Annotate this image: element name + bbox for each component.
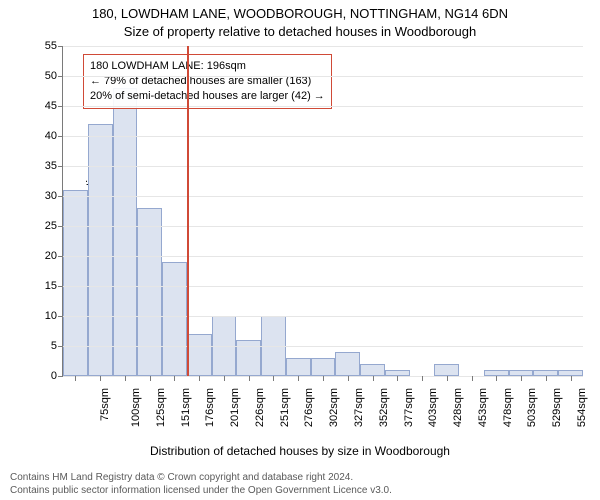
y-tick-label: 35 (45, 160, 57, 172)
y-tick-label: 25 (45, 220, 57, 232)
x-tick-mark (249, 376, 250, 381)
gridline (63, 226, 583, 227)
x-axis-label: Distribution of detached houses by size … (0, 444, 600, 458)
x-tick-mark (546, 376, 547, 381)
x-tick-label: 276sqm (304, 388, 316, 427)
x-tick-label: 554sqm (576, 388, 588, 427)
x-tick-label: 529sqm (551, 388, 563, 427)
x-tick-mark (273, 376, 274, 381)
x-tick-mark (472, 376, 473, 381)
x-tick-label: 327sqm (353, 388, 365, 427)
x-tick-label: 226sqm (254, 388, 266, 427)
x-tick-mark (348, 376, 349, 381)
x-tick-mark (150, 376, 151, 381)
gridline (63, 46, 583, 47)
gridline (63, 166, 583, 167)
histogram-bar (63, 190, 88, 376)
x-tick-label: 478sqm (502, 388, 514, 427)
y-tick-mark (58, 46, 63, 47)
x-tick-mark (323, 376, 324, 381)
x-tick-label: 251sqm (279, 388, 291, 427)
y-tick-label: 45 (45, 100, 57, 112)
y-tick-mark (58, 376, 63, 377)
y-tick-label: 30 (45, 190, 57, 202)
x-tick-mark (571, 376, 572, 381)
y-tick-mark (58, 316, 63, 317)
x-tick-label: 100sqm (130, 388, 142, 427)
x-tick-label: 75sqm (99, 388, 111, 421)
y-tick-mark (58, 346, 63, 347)
gridline (63, 106, 583, 107)
gridline (63, 286, 583, 287)
y-tick-label: 50 (45, 70, 57, 82)
x-tick-mark (397, 376, 398, 381)
gridline (63, 316, 583, 317)
x-tick-mark (174, 376, 175, 381)
x-tick-label: 428sqm (452, 388, 464, 427)
x-tick-label: 503sqm (526, 388, 538, 427)
chart-title-address: 180, LOWDHAM LANE, WOODBOROUGH, NOTTINGH… (0, 6, 600, 21)
gridline (63, 346, 583, 347)
x-tick-mark (100, 376, 101, 381)
marker-callout: 180 LOWDHAM LANE: 196sqm ← 79% of detach… (83, 54, 332, 109)
plot-area: 180 LOWDHAM LANE: 196sqm ← 79% of detach… (62, 46, 583, 377)
y-tick-label: 5 (51, 340, 57, 352)
x-tick-mark (422, 376, 423, 381)
chart-title-subtitle: Size of property relative to detached ho… (0, 24, 600, 39)
x-tick-mark (75, 376, 76, 381)
y-tick-mark (58, 136, 63, 137)
histogram-bar (335, 352, 360, 376)
x-tick-label: 201sqm (229, 388, 241, 427)
footer-line-1: Contains HM Land Registry data © Crown c… (10, 472, 392, 485)
x-tick-mark (447, 376, 448, 381)
histogram-bar (113, 88, 138, 376)
x-tick-mark (199, 376, 200, 381)
y-tick-label: 55 (45, 40, 57, 52)
y-tick-label: 10 (45, 310, 57, 322)
callout-line-1: 180 LOWDHAM LANE: 196sqm (90, 59, 325, 74)
histogram-bar (88, 124, 113, 376)
x-tick-label: 302sqm (328, 388, 340, 427)
x-tick-label: 151sqm (180, 388, 192, 427)
y-tick-mark (58, 76, 63, 77)
x-tick-label: 176sqm (205, 388, 217, 427)
x-tick-label: 377sqm (403, 388, 415, 427)
y-tick-label: 20 (45, 250, 57, 262)
x-tick-label: 403sqm (427, 388, 439, 427)
footer-attribution: Contains HM Land Registry data © Crown c… (10, 472, 392, 497)
histogram-bar (187, 334, 212, 376)
y-tick-mark (58, 196, 63, 197)
y-tick-mark (58, 226, 63, 227)
chart-container: 180, LOWDHAM LANE, WOODBOROUGH, NOTTINGH… (0, 0, 600, 500)
reference-marker (187, 46, 189, 376)
x-tick-mark (125, 376, 126, 381)
y-tick-label: 15 (45, 280, 57, 292)
y-tick-mark (58, 166, 63, 167)
histogram-bar (162, 262, 187, 376)
x-tick-label: 352sqm (378, 388, 390, 427)
y-tick-mark (58, 106, 63, 107)
callout-line-3: 20% of semi-detached houses are larger (… (90, 89, 325, 104)
footer-line-2: Contains public sector information licen… (10, 485, 392, 498)
x-tick-label: 453sqm (477, 388, 489, 427)
gridline (63, 76, 583, 77)
histogram-bar (360, 364, 385, 376)
y-tick-mark (58, 256, 63, 257)
x-tick-mark (224, 376, 225, 381)
histogram-bar (137, 208, 162, 376)
histogram-bar (311, 358, 336, 376)
x-tick-mark (496, 376, 497, 381)
gridline (63, 136, 583, 137)
x-tick-mark (298, 376, 299, 381)
gridline (63, 196, 583, 197)
histogram-bar (286, 358, 311, 376)
x-tick-label: 125sqm (155, 388, 167, 427)
y-tick-label: 40 (45, 130, 57, 142)
histogram-bar (434, 364, 459, 376)
x-tick-mark (521, 376, 522, 381)
y-tick-mark (58, 286, 63, 287)
x-tick-mark (373, 376, 374, 381)
y-tick-label: 0 (51, 370, 57, 382)
gridline (63, 256, 583, 257)
